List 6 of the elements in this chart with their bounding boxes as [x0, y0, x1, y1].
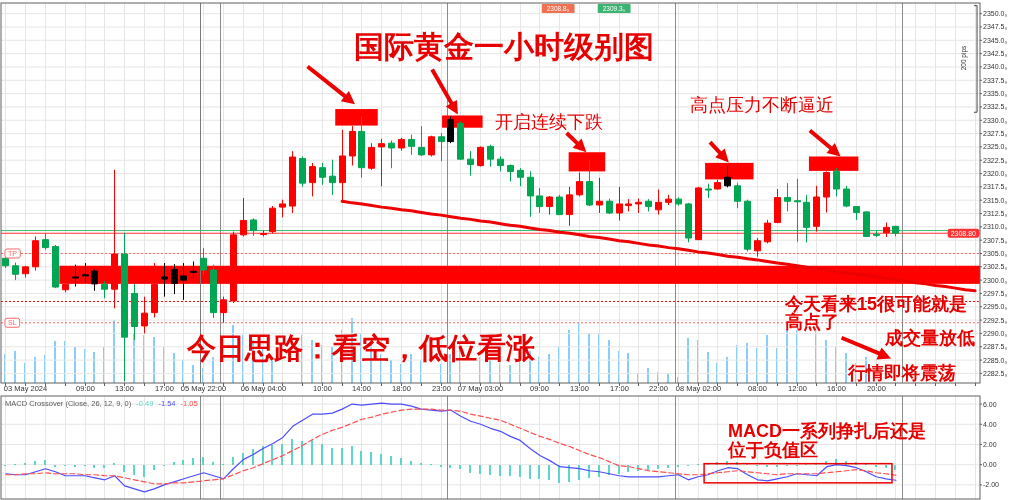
- annotation: 高点压力不断逼近: [690, 95, 834, 115]
- annotation: 今日思路：看空，低位看涨: [186, 332, 536, 364]
- annotation: MACD一系列挣扎后还是位于负值区: [727, 421, 926, 460]
- annotation: 开启连续下跌: [495, 112, 603, 132]
- text: 国际黄金一小时级别图: [354, 30, 654, 63]
- annotation: 行情即将震荡: [847, 363, 956, 383]
